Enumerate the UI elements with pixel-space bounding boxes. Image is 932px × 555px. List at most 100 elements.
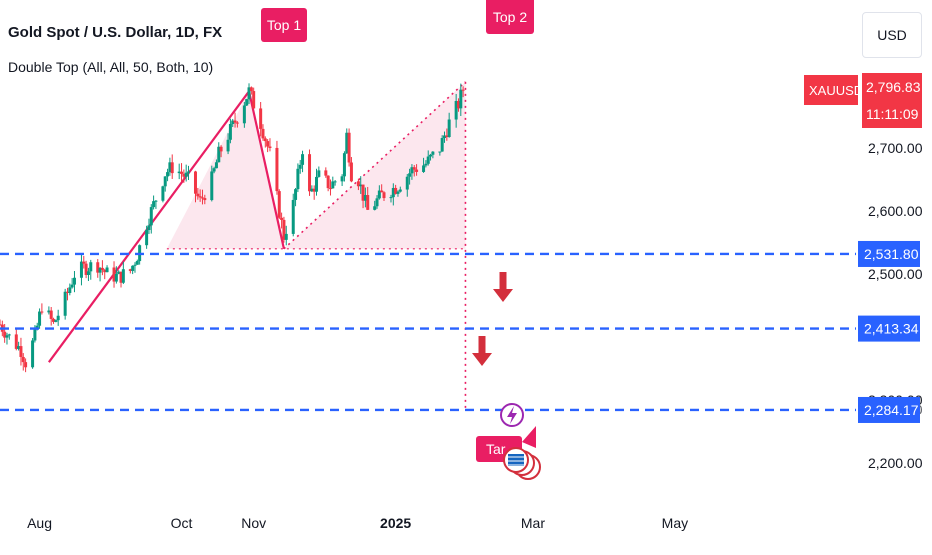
candle-body xyxy=(196,193,200,197)
candle-body xyxy=(63,291,67,316)
candle xyxy=(54,319,58,323)
candle-body xyxy=(415,169,419,172)
candle-body xyxy=(459,89,463,109)
candle xyxy=(461,86,465,98)
candle xyxy=(31,338,35,369)
indicator-legend[interactable]: Double Top (All, All, 50, Both, 10) xyxy=(8,59,214,75)
arrow-shaft xyxy=(478,336,486,354)
candle xyxy=(456,98,460,112)
candle-body xyxy=(98,267,102,273)
candle xyxy=(163,176,167,192)
currency-selector[interactable]: USD xyxy=(862,12,922,58)
candle xyxy=(7,333,11,340)
candle xyxy=(268,138,272,152)
price-tick-label: 2,200.00 xyxy=(868,455,923,471)
candle-body xyxy=(198,196,202,198)
candle-body xyxy=(35,325,39,330)
candle-body xyxy=(105,267,109,273)
candle xyxy=(333,179,337,186)
candle-body xyxy=(268,146,272,148)
target-label-pointer xyxy=(522,426,536,448)
last-price-tag: 2,796.83 11:11:09 xyxy=(862,73,922,128)
candle-body xyxy=(47,310,51,313)
candle xyxy=(196,187,200,200)
candle xyxy=(96,259,100,278)
lightning-bolt xyxy=(507,406,517,424)
price-tick-label: 2,500.00 xyxy=(868,266,923,282)
candle-body xyxy=(72,277,76,285)
candle-body xyxy=(247,87,251,100)
candle xyxy=(398,186,402,193)
candle xyxy=(103,268,107,280)
candle-body xyxy=(275,147,279,192)
candle xyxy=(72,270,76,293)
candle xyxy=(65,287,69,301)
candle xyxy=(135,259,139,265)
candle-body xyxy=(154,200,158,202)
candle xyxy=(24,358,28,373)
candle xyxy=(79,253,83,286)
candle-body xyxy=(445,135,449,138)
candle-body xyxy=(366,195,370,210)
candle xyxy=(154,200,158,209)
candle-body xyxy=(131,265,135,271)
level-tag-text: 2,531.80 xyxy=(864,246,919,262)
candle xyxy=(410,164,414,180)
level-tag-bg xyxy=(858,240,920,267)
candle xyxy=(119,271,123,288)
candle-body xyxy=(398,189,402,192)
candle xyxy=(38,308,42,329)
candle xyxy=(114,266,118,284)
candle xyxy=(275,140,279,195)
candle xyxy=(317,166,321,178)
down-arrow-1 xyxy=(493,272,513,302)
candle-body xyxy=(168,162,172,173)
candle xyxy=(431,151,435,159)
candle-body xyxy=(114,273,118,282)
candle xyxy=(326,175,330,192)
candle xyxy=(198,189,202,202)
candle xyxy=(128,268,132,274)
axes: 2,700.002,600.002,500.002,300.002,200.00… xyxy=(27,73,923,531)
candle-body xyxy=(49,310,53,319)
candle-body xyxy=(145,230,149,246)
candle xyxy=(112,261,116,288)
candle-body xyxy=(19,346,23,357)
candle-body xyxy=(345,132,349,154)
top2-label: Top 2 xyxy=(486,0,534,34)
candle xyxy=(86,267,90,282)
candle xyxy=(394,184,398,195)
candle-body xyxy=(312,188,316,192)
candle xyxy=(40,303,44,315)
candle-body xyxy=(324,170,328,176)
candle xyxy=(100,260,104,276)
candle-body xyxy=(263,138,267,142)
symbol-title: Gold Spot / U.S. Dollar, 1D, FX xyxy=(8,24,223,41)
candle-body xyxy=(412,167,416,170)
candle-body xyxy=(117,271,121,274)
candle-body xyxy=(422,165,426,172)
symbol-tag-bg xyxy=(804,75,858,105)
candle-body xyxy=(380,190,384,193)
candle xyxy=(363,187,367,208)
candle-body xyxy=(133,264,137,266)
candle-body xyxy=(212,168,216,172)
countdown-text: 11:11:09 xyxy=(866,106,919,122)
candle-body xyxy=(163,176,167,187)
candle xyxy=(133,262,137,273)
candle-body xyxy=(447,119,451,138)
candle xyxy=(375,195,379,209)
candle xyxy=(380,184,384,193)
candle-body xyxy=(152,201,156,208)
candle-body xyxy=(5,335,9,338)
candle xyxy=(296,163,300,193)
candle-body xyxy=(79,261,83,278)
arrow-head xyxy=(493,289,513,302)
candle xyxy=(49,307,53,326)
candle-body xyxy=(214,162,218,169)
candle-body xyxy=(38,311,42,326)
candle xyxy=(152,195,156,210)
candle xyxy=(349,157,353,183)
